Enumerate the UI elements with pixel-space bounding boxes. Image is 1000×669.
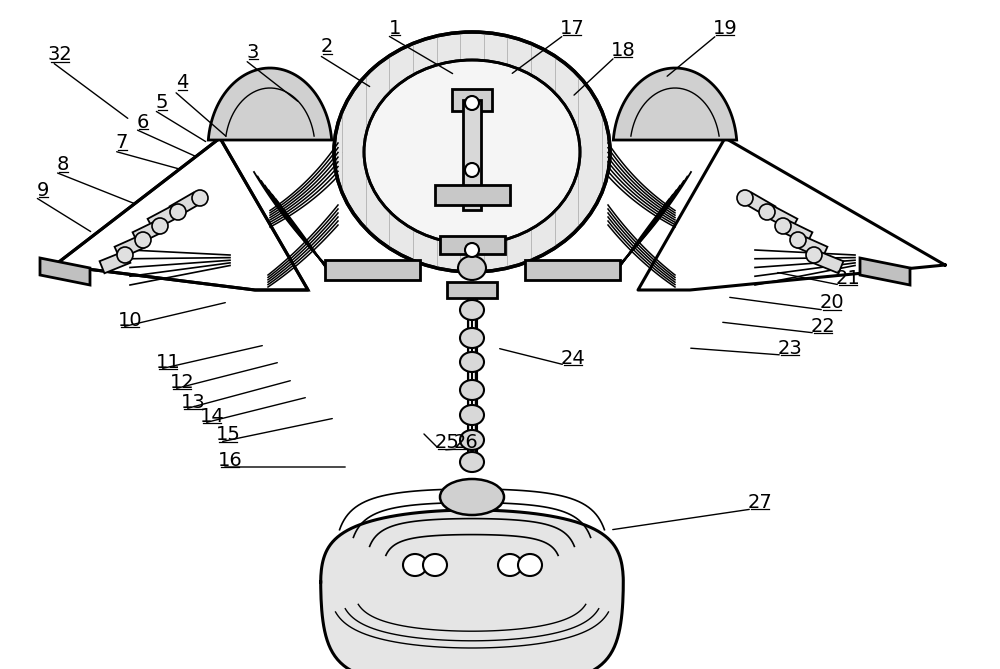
Ellipse shape	[440, 479, 504, 515]
Ellipse shape	[460, 352, 484, 372]
Text: 26: 26	[454, 432, 478, 452]
Ellipse shape	[152, 218, 168, 234]
Ellipse shape	[403, 554, 427, 576]
Ellipse shape	[775, 218, 791, 234]
Ellipse shape	[465, 163, 479, 177]
Bar	[782, 220, 812, 244]
Bar	[447, 282, 497, 298]
Polygon shape	[613, 68, 737, 140]
Ellipse shape	[170, 204, 186, 220]
Text: 32: 32	[48, 45, 72, 64]
Text: 20: 20	[820, 294, 844, 312]
Ellipse shape	[465, 243, 479, 257]
Bar	[745, 193, 775, 217]
Polygon shape	[208, 68, 332, 140]
Polygon shape	[860, 258, 910, 285]
Bar	[767, 205, 797, 230]
Text: 3: 3	[247, 43, 259, 62]
Text: 4: 4	[176, 74, 188, 92]
Text: 23: 23	[778, 339, 802, 357]
Text: 22: 22	[811, 316, 835, 335]
Bar	[813, 251, 843, 273]
Text: 17: 17	[560, 19, 584, 37]
Text: 13: 13	[181, 393, 205, 411]
Bar	[324, 260, 420, 280]
Text: 12: 12	[170, 373, 194, 391]
Text: 18: 18	[611, 41, 635, 60]
Ellipse shape	[364, 60, 580, 244]
Text: 5: 5	[156, 94, 168, 112]
Bar	[452, 89, 492, 111]
Text: 25: 25	[435, 432, 459, 452]
Ellipse shape	[135, 232, 151, 248]
Polygon shape	[40, 258, 90, 285]
Ellipse shape	[518, 554, 542, 576]
Text: 11: 11	[156, 353, 180, 371]
Ellipse shape	[498, 554, 522, 576]
Bar	[133, 220, 163, 244]
Text: 8: 8	[57, 155, 69, 175]
Text: 21: 21	[836, 268, 860, 288]
Polygon shape	[321, 510, 623, 669]
Bar	[100, 251, 130, 273]
Text: 10: 10	[118, 310, 142, 330]
Text: 6: 6	[137, 112, 149, 132]
Text: 15: 15	[216, 425, 240, 444]
Bar	[170, 193, 200, 217]
Ellipse shape	[806, 247, 822, 263]
Text: 24: 24	[561, 349, 585, 367]
Bar	[440, 236, 505, 254]
Text: 1: 1	[389, 19, 401, 37]
Bar	[463, 100, 481, 210]
Text: 16: 16	[218, 450, 242, 470]
Bar	[115, 235, 145, 259]
Bar	[797, 235, 827, 259]
Text: 27: 27	[748, 492, 772, 512]
Bar	[434, 185, 510, 205]
Ellipse shape	[460, 300, 484, 320]
Ellipse shape	[759, 204, 775, 220]
Ellipse shape	[423, 554, 447, 576]
Text: 19: 19	[713, 19, 737, 37]
Text: 9: 9	[37, 181, 49, 199]
Text: 14: 14	[200, 407, 224, 425]
Ellipse shape	[458, 256, 486, 280]
Ellipse shape	[460, 405, 484, 425]
Bar	[524, 260, 620, 280]
Ellipse shape	[192, 190, 208, 206]
Ellipse shape	[460, 452, 484, 472]
Text: 2: 2	[321, 37, 333, 56]
Ellipse shape	[460, 430, 484, 450]
Ellipse shape	[790, 232, 806, 248]
Ellipse shape	[465, 96, 479, 110]
Ellipse shape	[117, 247, 133, 263]
Text: 7: 7	[116, 134, 128, 153]
Bar	[148, 205, 178, 230]
Ellipse shape	[460, 380, 484, 400]
Ellipse shape	[334, 32, 610, 272]
Ellipse shape	[460, 328, 484, 348]
Ellipse shape	[737, 190, 753, 206]
